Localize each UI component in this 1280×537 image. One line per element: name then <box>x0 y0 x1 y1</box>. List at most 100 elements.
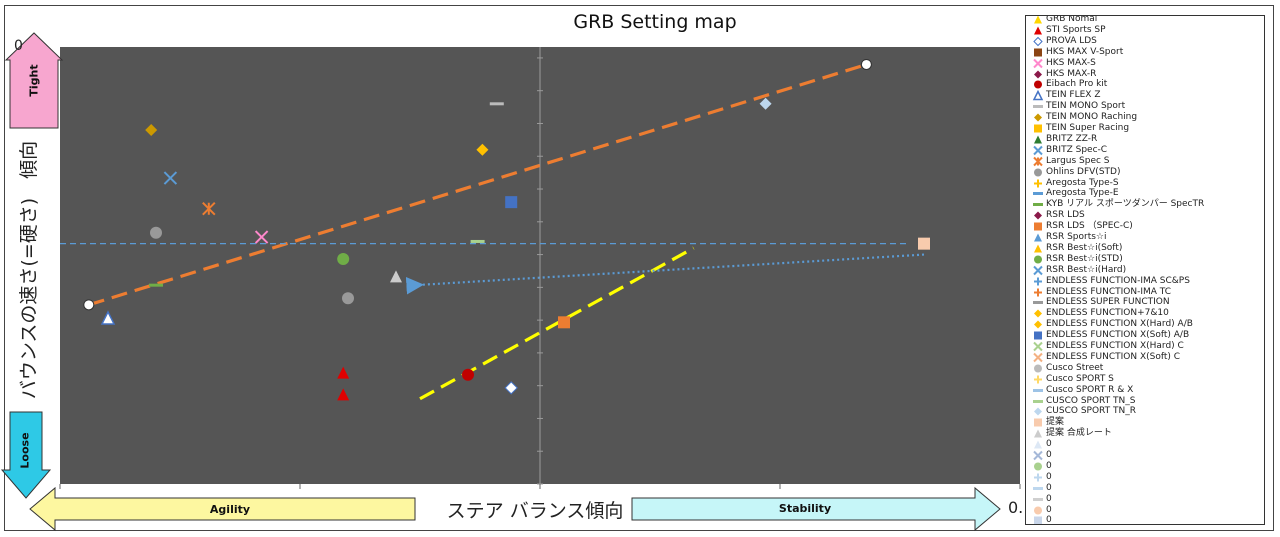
legend-label: 提案 <box>1046 417 1065 428</box>
legend-label: 0 <box>1046 460 1052 471</box>
legend-label: ENDLESS SUPER FUNCTION <box>1046 297 1170 308</box>
legend-marker-icon <box>1034 375 1042 384</box>
legend-marker <box>1034 375 1042 384</box>
legend-item: ENDLESS FUNCTION-IMA TC <box>1032 287 1171 298</box>
legend-item: CUSCO SPORT TN_S <box>1032 396 1135 407</box>
data-point <box>462 368 474 381</box>
loose-arrow <box>0 411 52 499</box>
tight-arrow <box>4 32 64 129</box>
legend-marker <box>1033 265 1043 275</box>
data-point <box>254 230 269 244</box>
legend-label: 0 <box>1046 515 1052 525</box>
legend-marker-icon <box>1033 156 1043 166</box>
tight-label: Tight <box>27 64 41 97</box>
legend-marker-icon <box>1033 301 1043 305</box>
legend-marker-icon <box>1034 113 1042 122</box>
legend-marker <box>1034 473 1042 482</box>
legend-marker-icon <box>1034 255 1042 264</box>
data-marks <box>100 97 930 401</box>
legend-marker <box>1034 16 1042 24</box>
legend-item: ENDLESS FUNCTION X(Soft) C <box>1032 352 1180 363</box>
legend-label: TEIN Super Racing <box>1046 123 1130 133</box>
legend-item: 提案 <box>1032 417 1064 428</box>
legend-label: 0 <box>1046 471 1052 482</box>
legend-marker <box>1033 156 1043 166</box>
legend-item: GRB Nomal <box>1032 15 1098 25</box>
legend-marker <box>1034 418 1042 427</box>
legend-label: ENDLESS FUNCTION X(Hard) A/B <box>1046 319 1193 330</box>
legend-marker <box>1034 48 1042 57</box>
legend-marker-icon <box>1034 26 1042 35</box>
legend-item: HKS MAX-S <box>1032 58 1096 69</box>
agility-label: Agility <box>209 503 251 516</box>
legend-marker <box>1033 192 1043 196</box>
legend-marker-icon <box>1034 331 1042 340</box>
legend-marker <box>1034 462 1042 471</box>
legend-label: TEIN MONO Raching <box>1046 112 1138 123</box>
data-point <box>390 270 402 283</box>
data-point <box>476 143 489 156</box>
legend-item: ENDLESS FUNCTION X(Soft) A/B <box>1032 330 1189 341</box>
legend-marker <box>1034 222 1042 231</box>
legend-label: 0 <box>1046 450 1052 460</box>
stability-arrow <box>631 486 1001 532</box>
legend-item: 0 <box>1032 505 1052 516</box>
legend-label: PROVA LDS <box>1046 35 1097 46</box>
legend-label: Ohlins DFV(STD) <box>1046 166 1121 177</box>
legend-label: ENDLESS FUNCTION-IMA TC <box>1046 286 1172 297</box>
data-point <box>470 239 485 243</box>
legend-label: BRITZ Spec-C <box>1046 144 1108 155</box>
legend-marker-icon <box>1033 58 1043 68</box>
data-point <box>505 196 518 209</box>
legend-marker-icon <box>1034 135 1042 144</box>
legend-item: ENDLESS FUNCTION+7&10 <box>1032 308 1169 319</box>
legend-label: Cusco SPORT R & X <box>1046 384 1134 395</box>
legend-item: PROVA LDS <box>1032 36 1097 47</box>
legend-item: 0 <box>1032 483 1052 494</box>
legend-item: RSR Best☆i(STD) <box>1032 254 1123 265</box>
legend-item: RSR Sports☆i <box>1032 232 1107 243</box>
legend-label: RSR Best☆i(STD) <box>1046 253 1123 264</box>
loose-label: Loose <box>18 432 32 469</box>
trend-endpoint <box>83 299 95 311</box>
legend-marker <box>1034 331 1042 340</box>
legend-label: Largus Spec S <box>1046 155 1110 166</box>
legend-marker <box>1034 211 1042 220</box>
legend-item: 0 <box>1032 450 1052 461</box>
legend-marker <box>1033 341 1043 352</box>
legend-item: 0 <box>1032 439 1052 450</box>
legend-marker <box>1033 352 1043 363</box>
data-point <box>337 388 350 401</box>
legend-marker-icon <box>1034 506 1042 514</box>
legend-label: ENDLESS FUNCTION X(Soft) A/B <box>1046 330 1190 341</box>
legend-label: 0 <box>1046 439 1052 450</box>
legend-label: GRB Nomal <box>1046 15 1098 24</box>
legend-marker-icon <box>1034 124 1042 133</box>
legend-marker <box>1034 364 1042 373</box>
legend-item: TEIN FLEX Z <box>1032 90 1101 101</box>
legend-marker <box>1034 255 1042 264</box>
legend-item: HKS MAX V-Sport <box>1032 47 1123 58</box>
legend-label: RSR LDS （SPEC-C) <box>1046 221 1133 232</box>
data-point <box>149 283 163 287</box>
legend-marker-icon <box>1033 203 1043 207</box>
legend-item: Cusco SPORT R & X <box>1032 385 1133 396</box>
legend-marker-icon <box>1034 211 1042 220</box>
legend-marker <box>1034 233 1042 242</box>
legend-marker <box>1033 399 1043 403</box>
legend-label: STI Sports SP <box>1046 24 1106 35</box>
legend-marker <box>1033 58 1043 68</box>
legend-label: ENDLESS FUNCTION-IMA SC&PS <box>1046 275 1190 286</box>
legend-marker-icon <box>1034 364 1042 373</box>
y-axis-label: バウンスの速さ(=硬さ) 傾向 <box>18 140 40 400</box>
legend-marker-icon <box>1034 440 1042 449</box>
legend-label: Eibach Pro kit <box>1046 79 1108 90</box>
legend-label: ENDLESS FUNCTION X(Hard) C <box>1046 341 1184 351</box>
legend-label: TEIN MONO Sport <box>1046 101 1126 112</box>
legend-marker-icon <box>1033 341 1043 352</box>
legend-marker <box>1033 486 1043 490</box>
legend-marker-icon <box>1034 418 1042 427</box>
legend-label: HKS MAX-S <box>1046 57 1096 68</box>
trend-endpoint <box>860 58 872 70</box>
data-point <box>163 171 178 185</box>
